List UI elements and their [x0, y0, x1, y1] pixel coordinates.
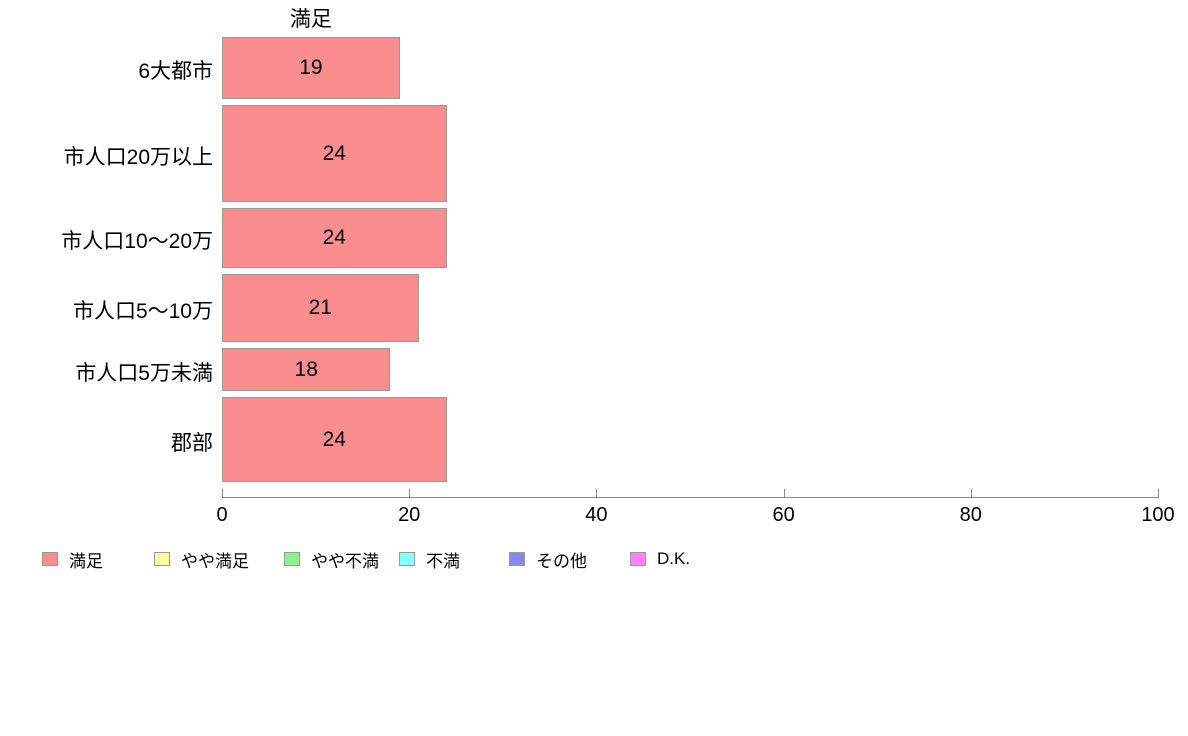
legend-swatch — [284, 552, 300, 566]
legend-label: 満足 — [69, 551, 103, 571]
bar-value-label: 24 — [322, 141, 346, 165]
bar-value-label: 24 — [322, 226, 346, 249]
x-axis-tick — [222, 489, 223, 497]
x-axis-tick-label: 60 — [772, 504, 795, 526]
x-axis-tick-label: 0 — [216, 504, 228, 526]
legend-label: やや不満 — [311, 551, 379, 571]
legend-label: やや満足 — [181, 551, 249, 571]
legend-label: D.K. — [657, 549, 691, 568]
x-axis-tick — [596, 489, 598, 497]
bar: 24 — [222, 397, 447, 482]
category-label: 市人口5〜10万 — [72, 300, 213, 323]
bar: 18 — [222, 348, 391, 391]
legend-swatch — [630, 552, 646, 566]
legend-label: その他 — [536, 551, 587, 571]
x-axis-tick-label: 20 — [398, 504, 421, 526]
bar-value-label: 19 — [299, 56, 323, 79]
category-label: 郡部 — [171, 431, 213, 455]
x-axis-tick-label: 40 — [585, 504, 608, 526]
legend-swatch — [154, 552, 170, 566]
bar-value-label: 18 — [294, 357, 318, 381]
bar-value-label: 21 — [308, 296, 332, 319]
bar-value-label: 24 — [322, 427, 346, 451]
legend-item: 不満 — [399, 550, 460, 571]
bar: 19 — [222, 37, 400, 99]
legend-swatch — [42, 552, 58, 566]
legend-swatch — [509, 552, 525, 566]
category-label: 市人口20万以上 — [63, 145, 213, 169]
category-label: 6大都市 — [138, 60, 213, 83]
chart-title: 満足 — [289, 8, 332, 31]
bar: 21 — [222, 274, 419, 342]
x-axis-line — [222, 497, 1159, 498]
legend-label: 不満 — [426, 551, 460, 571]
legend-swatch — [399, 552, 415, 566]
legend-item: やや不満 — [284, 550, 379, 571]
legend-item: D.K. — [630, 549, 691, 568]
bar: 24 — [222, 105, 447, 202]
bar: 24 — [222, 208, 447, 268]
legend-item: 満足 — [42, 550, 103, 571]
x-axis-tick — [409, 489, 411, 497]
x-axis-tick — [783, 489, 785, 497]
x-axis-tick — [970, 489, 972, 497]
x-axis-tick-label: 100 — [1141, 504, 1175, 526]
x-axis-tick — [1158, 489, 1159, 497]
category-label: 市人口5万未満 — [75, 361, 213, 385]
legend-item: やや満足 — [154, 550, 249, 571]
legend-item: その他 — [509, 550, 587, 571]
category-label: 市人口10〜20万 — [61, 230, 213, 253]
x-axis-tick-label: 80 — [959, 504, 982, 526]
